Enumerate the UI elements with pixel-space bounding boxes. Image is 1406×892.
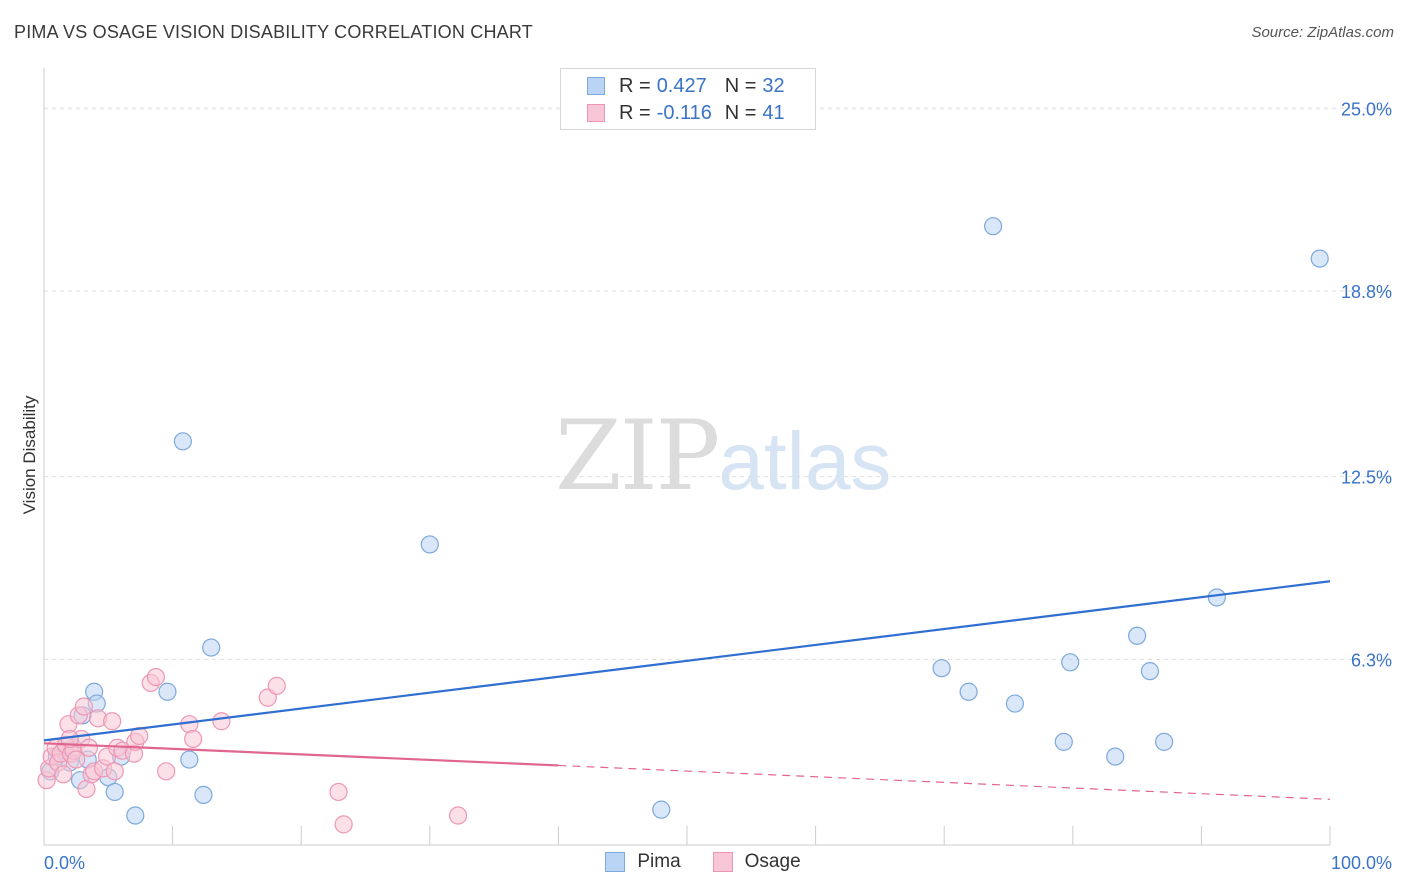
x-tick-label: 100.0%	[1331, 853, 1392, 873]
osage-trend-extension	[558, 764, 1331, 800]
pima-point	[202, 638, 221, 657]
osage-swatch	[587, 104, 605, 122]
osage-legend-swatch	[712, 852, 733, 872]
watermark-atlas: atlas	[718, 416, 892, 507]
osage-point	[334, 815, 353, 834]
y-tick-label: 12.5%	[1341, 468, 1392, 488]
x-tick-label: 0.0%	[44, 853, 85, 873]
pima-point	[1106, 747, 1125, 766]
pima-r-value: 0.427	[656, 74, 707, 97]
pima-point	[1207, 588, 1226, 607]
pima-point	[420, 535, 439, 554]
osage-point	[130, 726, 149, 746]
osage-point	[157, 762, 176, 781]
pima-point	[126, 806, 145, 825]
pima-point	[194, 785, 213, 805]
pima-point	[1054, 732, 1073, 751]
pima-swatch	[587, 77, 605, 95]
pima-point	[1155, 732, 1174, 751]
osage-legend-label: Osage	[744, 851, 801, 872]
osage-point	[329, 782, 348, 802]
osage-point	[212, 712, 231, 731]
osage-r-value: -0.116	[656, 101, 712, 124]
pima-point	[105, 782, 124, 802]
osage-point	[105, 762, 124, 781]
pima-point	[1061, 653, 1080, 672]
osage-n-label: N =	[724, 101, 757, 124]
osage-point	[74, 697, 93, 716]
series-legend: Pima Osage	[0, 851, 1406, 873]
pima-point	[932, 659, 951, 678]
source-label: Source: ZipAtlas.com	[1251, 24, 1394, 41]
osage-point	[146, 667, 165, 687]
osage-point	[67, 750, 86, 769]
osage-point	[448, 806, 468, 825]
legend-item-pima: Pima	[605, 851, 681, 873]
pima-point	[983, 217, 1003, 236]
osage-point	[54, 765, 73, 784]
y-tick-label: 6.3%	[1351, 650, 1392, 670]
legend-row-osage: R = -0.116 N = 41	[587, 100, 785, 126]
legend-row-pima: R = 0.427 N = 32	[587, 73, 785, 99]
osage-point	[103, 712, 122, 731]
pima-n-value: 32	[762, 74, 785, 97]
pima-r-label: R =	[619, 74, 651, 97]
pima-point	[652, 800, 671, 819]
pima-n-label: N =	[724, 74, 757, 97]
osage-trend-line	[43, 742, 559, 767]
pima-point	[173, 432, 192, 451]
pima-point	[1127, 626, 1147, 645]
pima-trend-line	[43, 580, 1331, 742]
y-axis-label: Vision Disability	[20, 395, 39, 514]
pima-point	[1310, 249, 1329, 268]
watermark: ZIPatlas	[555, 400, 891, 512]
pima-legend-label: Pima	[637, 851, 681, 872]
watermark-zip: ZIP	[555, 400, 720, 512]
legend-item-osage: Osage	[712, 851, 801, 873]
osage-point	[184, 729, 203, 749]
pima-legend-swatch	[605, 852, 626, 872]
osage-n-value: 41	[762, 101, 785, 124]
pima-point	[158, 682, 177, 701]
y-tick-label: 18.8%	[1341, 282, 1392, 302]
correlation-legend: R = 0.427 N = 32 R = -0.116 N = 41	[560, 68, 816, 130]
pima-point	[180, 750, 199, 769]
pima-point	[1140, 662, 1160, 681]
pima-point	[959, 682, 978, 701]
osage-point	[79, 738, 99, 757]
pima-point	[1005, 694, 1025, 713]
y-tick-label: 25.0%	[1341, 99, 1392, 119]
osage-point	[267, 676, 286, 695]
chart-title: PIMA VS OSAGE VISION DISABILITY CORRELAT…	[14, 22, 533, 42]
osage-r-label: R =	[619, 101, 651, 124]
